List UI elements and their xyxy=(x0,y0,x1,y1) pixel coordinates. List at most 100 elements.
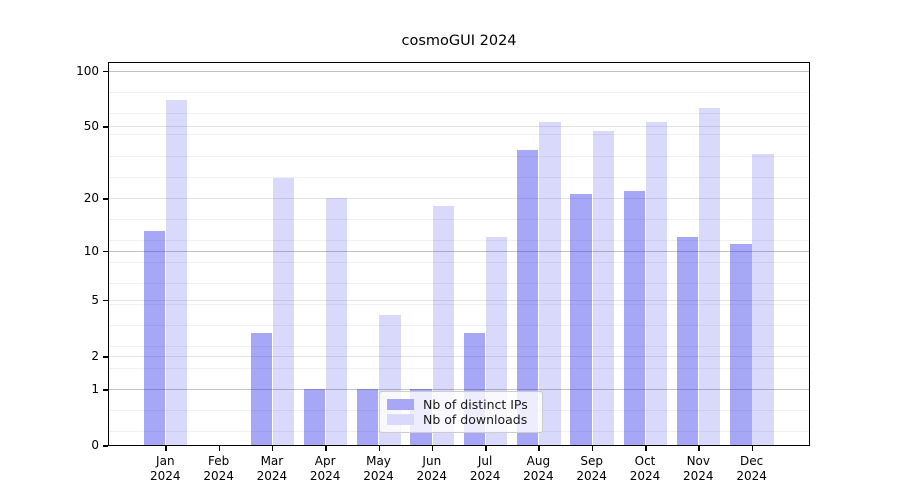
y-tick-mark xyxy=(103,445,108,447)
gridline-major-100 xyxy=(108,70,810,72)
gridline-minor xyxy=(108,219,810,221)
gridline-major-1 xyxy=(108,389,810,391)
x-tick-month: Jul xyxy=(477,454,493,468)
gridline-2 xyxy=(108,356,810,358)
x-tick-month: Nov xyxy=(686,454,710,468)
x-tick-label-apr: Apr 2024 xyxy=(297,454,353,484)
y-tick-mark xyxy=(103,299,108,302)
x-tick-year: 2024 xyxy=(150,469,181,483)
y-tick-label-1: 1 xyxy=(91,382,99,397)
gridline-minor xyxy=(108,282,810,284)
x-tick-mark xyxy=(485,446,487,451)
bar-nb-of-downloads-aug xyxy=(539,121,561,446)
gridline-20 xyxy=(108,198,810,200)
x-tick-mark xyxy=(751,446,754,451)
x-tick-year: 2024 xyxy=(363,469,394,483)
x-tick-month: Oct xyxy=(634,454,656,468)
x-tick-year: 2024 xyxy=(523,469,554,483)
x-tick-label-jan: Jan 2024 xyxy=(137,454,193,484)
y-tick-mark xyxy=(103,126,108,128)
gridline-minor xyxy=(108,346,810,348)
x-tick-month: Feb xyxy=(207,454,230,468)
gridline-minor xyxy=(108,134,810,136)
x-tick-label-jul: Jul 2024 xyxy=(457,454,513,484)
bar-nb-of-distinct-ips-sep xyxy=(570,194,592,446)
bar-nb-of-distinct-ips-aug xyxy=(517,150,539,446)
bar-nb-of-downloads-jun xyxy=(432,206,454,446)
gridline-minor xyxy=(108,367,810,369)
x-tick-label-oct: Oct 2024 xyxy=(617,454,673,484)
y-tick-label-50: 50 xyxy=(83,119,99,134)
y-tick-mark xyxy=(103,389,108,391)
x-tick-month: Aug xyxy=(526,454,551,468)
bar-nb-of-distinct-ips-oct xyxy=(623,190,645,446)
x-tick-month: Jan xyxy=(156,454,175,468)
x-tick-mark xyxy=(645,446,647,451)
x-tick-month: Mar xyxy=(260,454,284,468)
gridline-minor xyxy=(108,176,810,178)
x-tick-mark xyxy=(378,446,380,451)
x-tick-label-aug: Aug 2024 xyxy=(510,454,566,484)
x-tick-label-feb: Feb 2024 xyxy=(191,454,247,484)
gridline-minor xyxy=(108,325,810,327)
x-tick-month: Jun xyxy=(422,454,442,468)
x-tick-year: 2024 xyxy=(203,469,234,483)
bar-nb-of-downloads-apr xyxy=(326,198,348,446)
bar-nb-of-distinct-ips-jan xyxy=(143,231,166,446)
y-tick-label-10: 10 xyxy=(83,243,99,258)
x-tick-year: 2024 xyxy=(683,469,714,483)
x-tick-mark xyxy=(538,446,540,451)
y-tick-label-100: 100 xyxy=(76,63,99,78)
gridline-50 xyxy=(108,126,810,128)
x-tick-year: 2024 xyxy=(469,469,501,483)
bar-nb-of-distinct-ips-may xyxy=(357,389,379,446)
x-tick-label-mar: Mar 2024 xyxy=(244,454,300,484)
x-tick-month: Dec xyxy=(739,454,764,468)
gridline-minor xyxy=(108,261,810,263)
legend-item-distinct-ips: Nb of distinct IPs xyxy=(387,397,534,412)
x-tick-label-nov: Nov 2024 xyxy=(670,454,726,484)
bar-nb-of-downloads-nov xyxy=(699,107,721,446)
plot-area xyxy=(108,62,810,447)
gridline-minor xyxy=(108,91,810,93)
x-tick-mark xyxy=(165,446,167,451)
x-tick-mark xyxy=(271,446,274,451)
bar-nb-of-downloads-sep xyxy=(592,131,614,446)
y-tick-mark xyxy=(103,70,108,73)
bar-nb-of-downloads-oct xyxy=(645,121,668,446)
x-tick-year: 2024 xyxy=(309,469,341,483)
legend-item-downloads: Nb of downloads xyxy=(387,412,534,427)
gridline-minor xyxy=(108,240,810,242)
bar-nb-of-distinct-ips-nov xyxy=(676,237,699,446)
bar-nb-of-distinct-ips-apr xyxy=(303,389,326,446)
bar-nb-of-downloads-mar xyxy=(272,177,295,446)
x-tick-mark xyxy=(218,446,221,451)
x-tick-month: May xyxy=(366,454,391,468)
y-tick-mark xyxy=(103,250,108,253)
gridline-minor xyxy=(108,303,810,305)
bar-nb-of-distinct-ips-dec xyxy=(730,243,752,446)
x-tick-mark xyxy=(698,446,700,451)
plot-frame xyxy=(108,61,810,446)
y-tick-label-2: 2 xyxy=(91,349,99,364)
bar-nb-of-downloads-jan xyxy=(166,100,188,446)
x-tick-year: 2024 xyxy=(736,469,767,483)
bar-nb-of-distinct-ips-mar xyxy=(250,332,272,446)
x-tick-label-sep: Sep 2024 xyxy=(564,454,620,484)
chart-title: cosmoGUI 2024 xyxy=(401,33,517,49)
x-tick-mark xyxy=(431,446,434,451)
y-tick-mark xyxy=(103,198,108,200)
x-tick-mark xyxy=(325,446,327,451)
x-tick-label-may: May 2024 xyxy=(351,454,407,484)
y-tick-mark xyxy=(103,356,108,358)
x-tick-year: 2024 xyxy=(576,469,607,483)
x-tick-label-jun: Jun 2024 xyxy=(404,454,460,484)
legend-swatch-distinct-ips xyxy=(387,399,414,410)
legend-swatch-downloads xyxy=(387,414,414,425)
gridline-major-10 xyxy=(108,250,810,252)
y-tick-label-5: 5 xyxy=(91,292,99,307)
legend-label-distinct-ips: Nb of distinct IPs xyxy=(423,397,528,412)
bar-nb-of-downloads-dec xyxy=(752,154,774,446)
y-tick-label-20: 20 xyxy=(83,191,99,206)
